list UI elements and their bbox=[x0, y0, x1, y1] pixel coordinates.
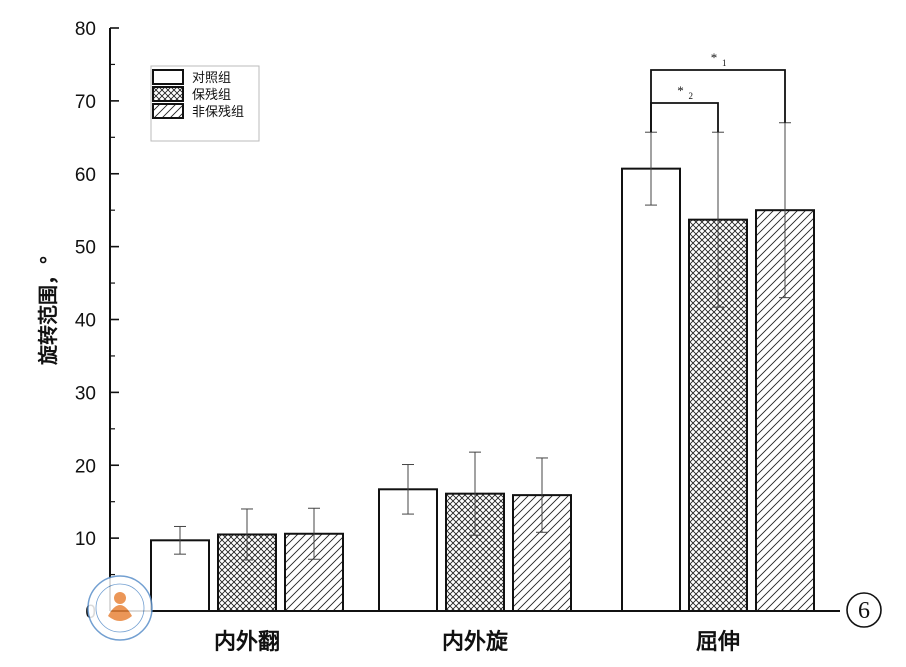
y-tick-label: 20 bbox=[75, 456, 96, 477]
y-tick-label: 80 bbox=[75, 19, 96, 40]
legend-swatch bbox=[152, 86, 184, 102]
y-axis-label: 旋转范围，° bbox=[36, 255, 60, 366]
significance-bracket bbox=[650, 69, 786, 133]
significance-label: * bbox=[711, 50, 718, 65]
y-tick-label: 70 bbox=[75, 92, 96, 113]
y-tick-label: 50 bbox=[75, 238, 96, 259]
bar bbox=[621, 167, 681, 612]
legend-label: 非保残组 bbox=[192, 105, 244, 120]
legend-swatch bbox=[152, 103, 184, 119]
x-category-label: 内外翻 bbox=[214, 629, 280, 655]
significance-subscript: 2 bbox=[689, 91, 694, 101]
panel-label-text: 6 bbox=[858, 598, 870, 624]
y-tick-label: 60 bbox=[75, 165, 96, 186]
panel-label-circle bbox=[846, 592, 882, 628]
legend-label: 保残组 bbox=[192, 88, 231, 103]
legend-label: 对照组 bbox=[192, 71, 231, 86]
significance-group: * 1 * 2 bbox=[650, 50, 786, 133]
y-tick-label: 30 bbox=[75, 383, 96, 404]
y-tick-label: 10 bbox=[75, 529, 96, 550]
legend-swatch bbox=[152, 69, 184, 85]
seal-watermark bbox=[87, 575, 153, 641]
y-tick-label: 40 bbox=[75, 311, 96, 332]
significance-subscript: 1 bbox=[722, 58, 727, 68]
panel-label: 6 bbox=[846, 592, 882, 628]
significance-label: * bbox=[677, 83, 684, 98]
bars-group bbox=[150, 167, 815, 613]
error-bars-group bbox=[174, 122, 791, 561]
legend-box bbox=[150, 65, 260, 142]
x-category-label: 内外旋 bbox=[442, 629, 509, 655]
significance-bracket bbox=[650, 102, 719, 133]
x-category-label: 屈伸 bbox=[696, 630, 740, 655]
axes: 01020304050607080内外翻内外旋屈伸 bbox=[75, 19, 840, 655]
